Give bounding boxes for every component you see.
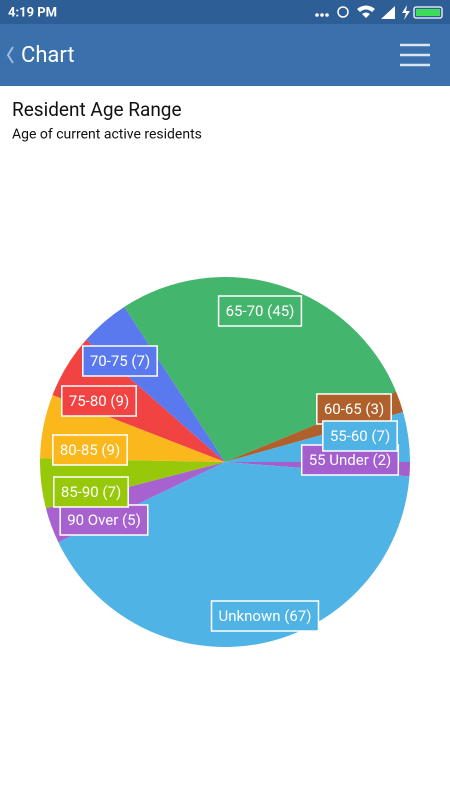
- slice-label-box: [53, 476, 129, 508]
- slice-label: 55-60 (7): [330, 427, 390, 445]
- chart-title: Resident Age Range: [12, 98, 182, 121]
- menu-button[interactable]: [400, 43, 430, 67]
- slice-label-box: [322, 420, 398, 452]
- slice-label: 75-80 (9): [69, 392, 129, 410]
- slice-label: 80-85 (9): [60, 441, 120, 459]
- slice-label: 90 Over (5): [67, 511, 141, 529]
- slice-label: 70-75 (7): [90, 352, 150, 370]
- status-time: 4:19 PM: [8, 5, 57, 20]
- pie-chart: 55 Under (2) Unknown (67) 90 Over (5) 85-90…: [40, 277, 410, 648]
- slice-label-box: [217, 295, 303, 327]
- slice-label: Unknown (67): [219, 607, 312, 625]
- slice-label: 55 Under (2): [309, 451, 392, 469]
- slice-label-box: [61, 385, 137, 417]
- app-title: Chart: [21, 43, 75, 68]
- back-button[interactable]: [6, 46, 14, 64]
- slice-label-box: [210, 600, 320, 632]
- slice-label: 85-90 (7): [61, 483, 121, 501]
- app-bar: [0, 24, 450, 86]
- slice-label-box: [59, 504, 149, 536]
- slice-label-box: [82, 345, 158, 377]
- status-bar: [0, 0, 450, 24]
- status-icons: [315, 5, 443, 20]
- slice-label-box: [52, 434, 128, 466]
- slice-label: 60-65 (3): [324, 400, 384, 418]
- chart-subtitle: Age of current active residents: [12, 127, 202, 143]
- slice-label-box: [316, 393, 392, 425]
- slice-label: 65-70 (45): [226, 302, 295, 320]
